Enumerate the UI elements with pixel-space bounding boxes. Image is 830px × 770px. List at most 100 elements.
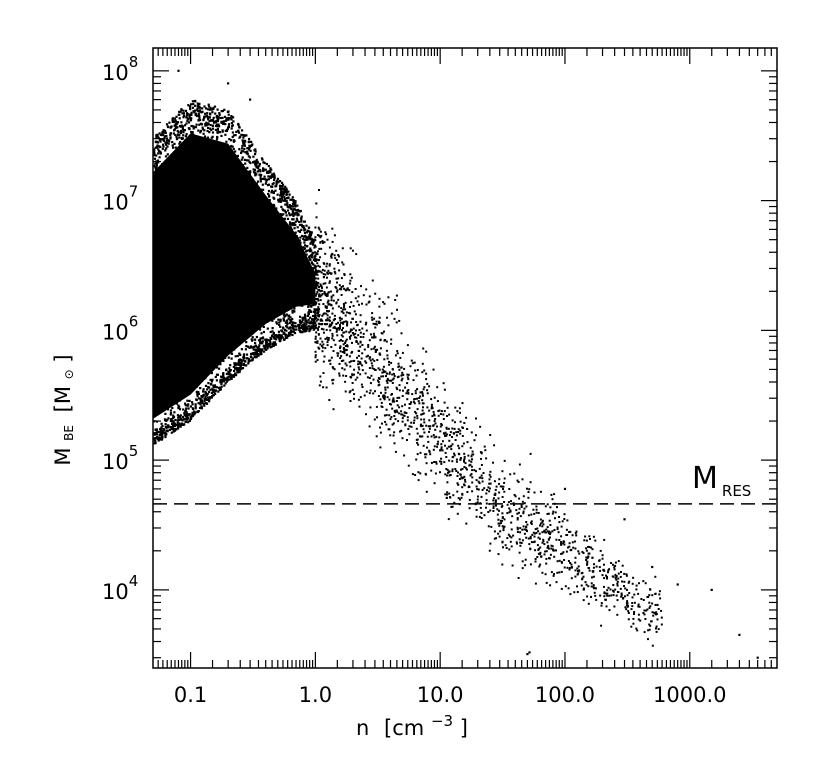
data-point <box>326 238 329 241</box>
data-point <box>600 624 603 627</box>
data-point <box>541 521 544 524</box>
data-point <box>270 317 273 320</box>
data-point <box>161 134 164 137</box>
data-point <box>160 184 163 187</box>
data-point <box>326 319 329 322</box>
data-point <box>186 399 189 402</box>
data-point <box>518 497 521 500</box>
data-point <box>553 573 555 576</box>
data-point <box>374 336 377 339</box>
data-point <box>311 291 314 294</box>
data-point <box>475 470 477 473</box>
data-point <box>233 362 236 366</box>
data-point <box>528 488 531 491</box>
data-point <box>263 296 266 299</box>
data-point <box>284 230 287 233</box>
data-point <box>642 612 645 614</box>
data-point <box>495 537 497 540</box>
data-point <box>317 333 320 336</box>
data-point <box>216 275 219 278</box>
data-point <box>253 353 256 356</box>
data-point <box>262 260 265 263</box>
data-point <box>406 376 409 379</box>
data-point <box>341 247 344 250</box>
data-point <box>438 436 441 439</box>
data-point <box>307 268 310 271</box>
data-point <box>480 464 483 466</box>
data-point <box>218 308 221 311</box>
data-point <box>322 360 325 363</box>
data-point <box>528 543 531 546</box>
data-point <box>412 400 415 403</box>
data-point <box>560 541 563 543</box>
data-point <box>214 337 217 340</box>
data-point <box>389 403 391 405</box>
data-point <box>592 575 595 578</box>
data-point <box>238 148 241 151</box>
x-tick-label: 0.1 <box>174 683 207 707</box>
data-point <box>284 306 288 310</box>
reference-line-label: M RES <box>692 461 751 500</box>
data-point <box>471 469 474 472</box>
data-point <box>271 212 274 216</box>
data-point <box>556 506 558 509</box>
data-point <box>199 129 202 132</box>
data-point <box>192 315 196 318</box>
data-point <box>209 378 212 381</box>
data-point <box>207 157 210 160</box>
data-point <box>588 546 591 548</box>
data-point <box>275 321 278 324</box>
data-point <box>451 427 454 430</box>
data-point <box>608 568 611 571</box>
data-point <box>308 258 311 261</box>
data-point <box>330 256 333 259</box>
data-point <box>508 548 511 551</box>
data-point <box>576 567 579 570</box>
data-point <box>351 374 354 377</box>
data-point <box>562 542 565 545</box>
data-point <box>342 327 344 330</box>
data-point <box>174 122 178 125</box>
data-point <box>340 307 343 310</box>
data-point <box>486 489 488 492</box>
data-point <box>164 192 167 195</box>
data-point <box>326 301 329 304</box>
data-point <box>274 334 277 337</box>
data-point <box>264 229 267 232</box>
data-point <box>309 300 312 303</box>
data-point <box>375 435 378 438</box>
data-point <box>177 427 180 430</box>
data-point <box>179 129 183 132</box>
data-point <box>257 167 260 170</box>
data-point <box>278 187 282 191</box>
data-point <box>314 317 317 320</box>
data-point <box>306 289 309 292</box>
data-point <box>503 518 506 521</box>
data-point <box>185 407 188 410</box>
data-point <box>197 243 200 246</box>
data-point <box>388 360 390 363</box>
data-point <box>303 281 306 285</box>
data-point <box>304 278 307 281</box>
data-point <box>194 126 198 129</box>
data-point <box>342 359 345 362</box>
data-point <box>384 386 387 389</box>
data-point <box>220 326 223 329</box>
data-point <box>244 177 247 180</box>
data-point <box>247 227 250 230</box>
data-point <box>192 110 195 113</box>
data-point <box>207 103 210 106</box>
data-point <box>284 190 287 193</box>
data-point <box>222 353 225 356</box>
data-point <box>313 311 317 314</box>
data-point <box>314 270 317 273</box>
data-point <box>272 331 275 335</box>
data-point <box>468 486 471 488</box>
data-point <box>489 509 492 512</box>
data-point <box>385 414 388 417</box>
data-point <box>431 415 434 418</box>
data-point <box>379 339 382 342</box>
data-point <box>310 327 313 330</box>
data-point <box>254 302 257 306</box>
data-point <box>527 491 530 493</box>
